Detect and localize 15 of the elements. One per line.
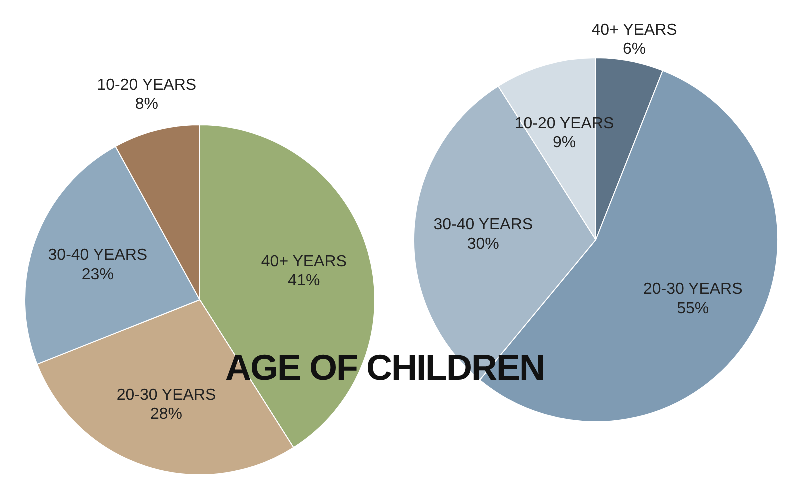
data-label: 23% bbox=[82, 266, 114, 284]
data-label: 55% bbox=[677, 300, 710, 318]
data-label: 9% bbox=[552, 134, 576, 152]
slice-label: 40+ YEARS bbox=[592, 22, 678, 39]
slice-label: 20-30 YEARS bbox=[643, 281, 743, 298]
data-label: 30% bbox=[467, 236, 500, 253]
slice-label: 10-20 YEARS bbox=[97, 77, 197, 94]
data-label: 28% bbox=[150, 406, 182, 424]
slice-label: 30-40 YEARS bbox=[434, 216, 534, 234]
slice-label: 30-40 YEARS bbox=[48, 247, 148, 264]
data-label: 6% bbox=[622, 40, 646, 58]
slice-label: 20-30 YEARS bbox=[116, 386, 216, 404]
slice-label: 40+ YEARS bbox=[261, 254, 347, 271]
data-label: 41% bbox=[288, 272, 320, 290]
data-label: 8% bbox=[135, 96, 158, 114]
